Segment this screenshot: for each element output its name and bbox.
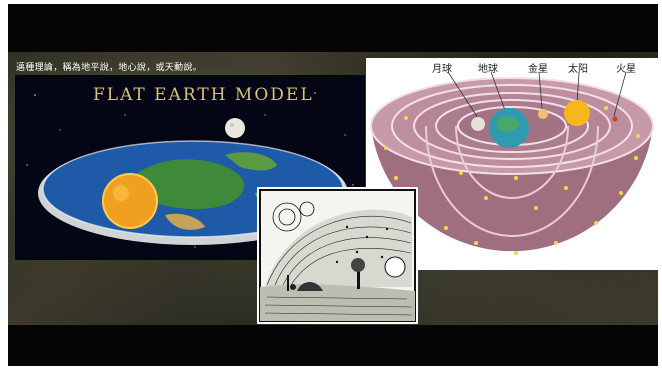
flat-earth-title: FLAT EARTH MODEL: [93, 85, 314, 105]
sun-icon: [102, 173, 158, 229]
label-earth: 地球: [478, 64, 498, 75]
moon-icon: [225, 118, 245, 138]
geocentric-illustration: [370, 71, 654, 255]
label-moon: 月球: [432, 64, 452, 75]
label-sun: 太阳: [568, 64, 588, 75]
slide-caption: 邁種理論，稱為地平說，地心說，或天動說。: [16, 63, 203, 73]
earth-icon: [489, 108, 529, 148]
flammarion-woodcut: [257, 187, 418, 324]
label-venus: 金星: [528, 64, 548, 75]
label-mars: 火星: [616, 64, 636, 75]
woodcut-illustration: [259, 189, 416, 322]
sun-icon: [564, 100, 590, 126]
moon-icon: [471, 117, 485, 131]
